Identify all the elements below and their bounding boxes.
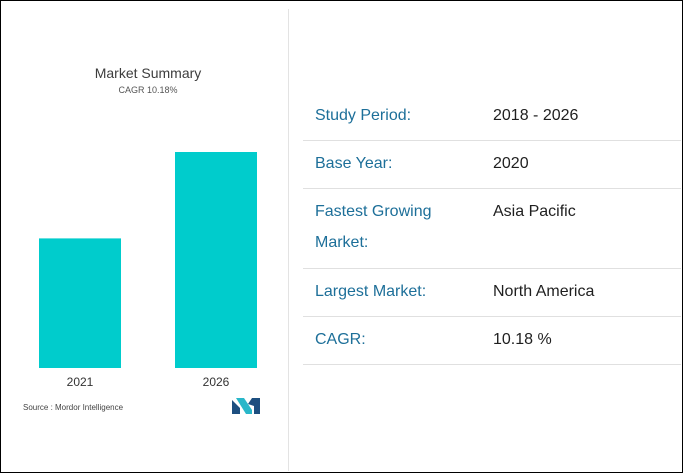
chart-title: Market Summary — [94, 65, 202, 81]
base-year-label: Base Year: — [315, 155, 393, 172]
summary-row-study-period: Study Period: 2018 - 2026 — [303, 93, 681, 141]
summary-row-cagr: CAGR: 10.18 % — [303, 317, 681, 365]
largest-market-label: Largest Market: — [315, 283, 427, 300]
summary-row-fastest-growing-market: Fastest Growing Market: Asia Pacific — [303, 189, 681, 269]
base-year-value: 2020 — [493, 155, 529, 172]
summary-table: Study Period: 2018 - 2026 Base Year: 202… — [303, 93, 681, 365]
bar-2026 — [175, 152, 257, 368]
bar-chart: 2021 2026 — [39, 152, 257, 389]
study-period-value: 2018 - 2026 — [493, 107, 579, 124]
study-period-label: Study Period: — [315, 107, 412, 124]
largest-market-value: North America — [493, 283, 595, 300]
fastest-growing-market-label: Fastest Growing Market: — [315, 203, 432, 251]
summary-row-base-year: Base Year: 2020 — [303, 141, 681, 189]
bar-2021 — [39, 238, 121, 368]
cagr-value: 10.18 % — [493, 331, 552, 348]
x-tick-label-2026: 2026 — [203, 375, 230, 389]
vertical-divider — [288, 9, 289, 471]
source-note: Source : Mordor Intelligence — [23, 403, 124, 412]
mordor-intelligence-logo-icon — [232, 398, 260, 414]
chart-subtitle: CAGR 10.18% — [118, 85, 178, 95]
fastest-growing-market-value: Asia Pacific — [493, 203, 576, 220]
summary-row-largest-market: Largest Market: North America — [303, 269, 681, 317]
cagr-label: CAGR: — [315, 331, 366, 348]
x-tick-label-2021: 2021 — [67, 375, 94, 389]
